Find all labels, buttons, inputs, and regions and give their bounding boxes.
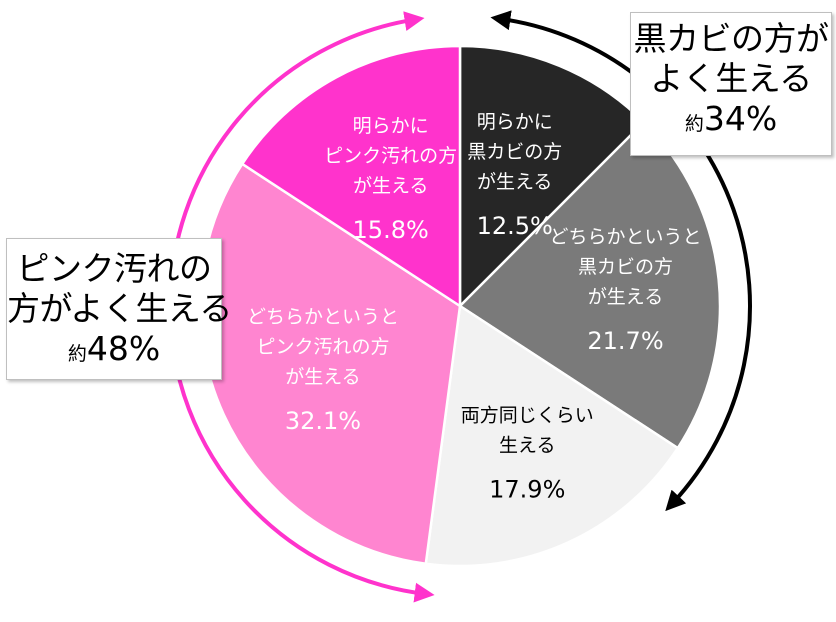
slice-4-value-label: 32.1%	[285, 407, 361, 435]
callout-pink-line2: 方がよく生える	[7, 289, 232, 328]
callout-pink-approx: 約	[67, 343, 87, 365]
black-mold-range-arrow	[490, 10, 752, 512]
slice-2-label-line-3: が生える	[588, 286, 663, 308]
slice-2-label-line-1: どちらかというと	[549, 226, 701, 248]
callout-black-approx: 約	[684, 113, 704, 135]
callout-pink-approx-row: 約48%	[7, 329, 221, 375]
slice-1-label-line-1: 明らかに	[477, 111, 553, 133]
slice-1-label-line-3: が生える	[477, 171, 552, 193]
callout-pink-stain: ピンク汚れの 方がよく生える 約48%	[6, 238, 232, 380]
slice-4-label-line-2: ピンク汚れの方	[256, 336, 389, 358]
callout-black-mold: 黒カビの方が よく生える 約34%	[630, 12, 832, 156]
callout-black-value: 34%	[703, 99, 778, 138]
slice-1-value-label: 12.5%	[477, 212, 553, 240]
callout-black-approx-row: 約34%	[631, 99, 831, 145]
slice-4-label-line-3: が生える	[285, 366, 360, 388]
slice-4-label-line-1: どちらかというと	[247, 306, 399, 328]
pie-slice-3	[424, 303, 680, 568]
slice-1-label-line-2: 黒カビの方	[467, 141, 562, 163]
slice-2-value-label: 21.7%	[587, 327, 663, 355]
slice-5-value-label: 15.8%	[353, 216, 429, 244]
callout-pink-line1: ピンク汚れの	[16, 249, 213, 288]
slice-5-label-line-3: が生える	[353, 175, 428, 197]
slice-3-label-line-1: 両方同じくらい	[461, 404, 594, 426]
slice-5-label-line-1: 明らかに	[353, 115, 429, 137]
pie-slice-5	[240, 44, 462, 309]
slice-3-label-line-2: 生える	[499, 434, 555, 456]
slice-5-label-line-2: ピンク汚れの方	[324, 145, 457, 167]
slice-3-value-label: 17.9%	[489, 475, 565, 503]
callout-black-line2: よく生える	[650, 59, 812, 98]
callout-pink-value: 48%	[86, 329, 161, 368]
callout-black-line1: 黒カビの方が	[633, 19, 830, 58]
slice-2-label-line-2: 黒カビの方	[578, 256, 673, 278]
